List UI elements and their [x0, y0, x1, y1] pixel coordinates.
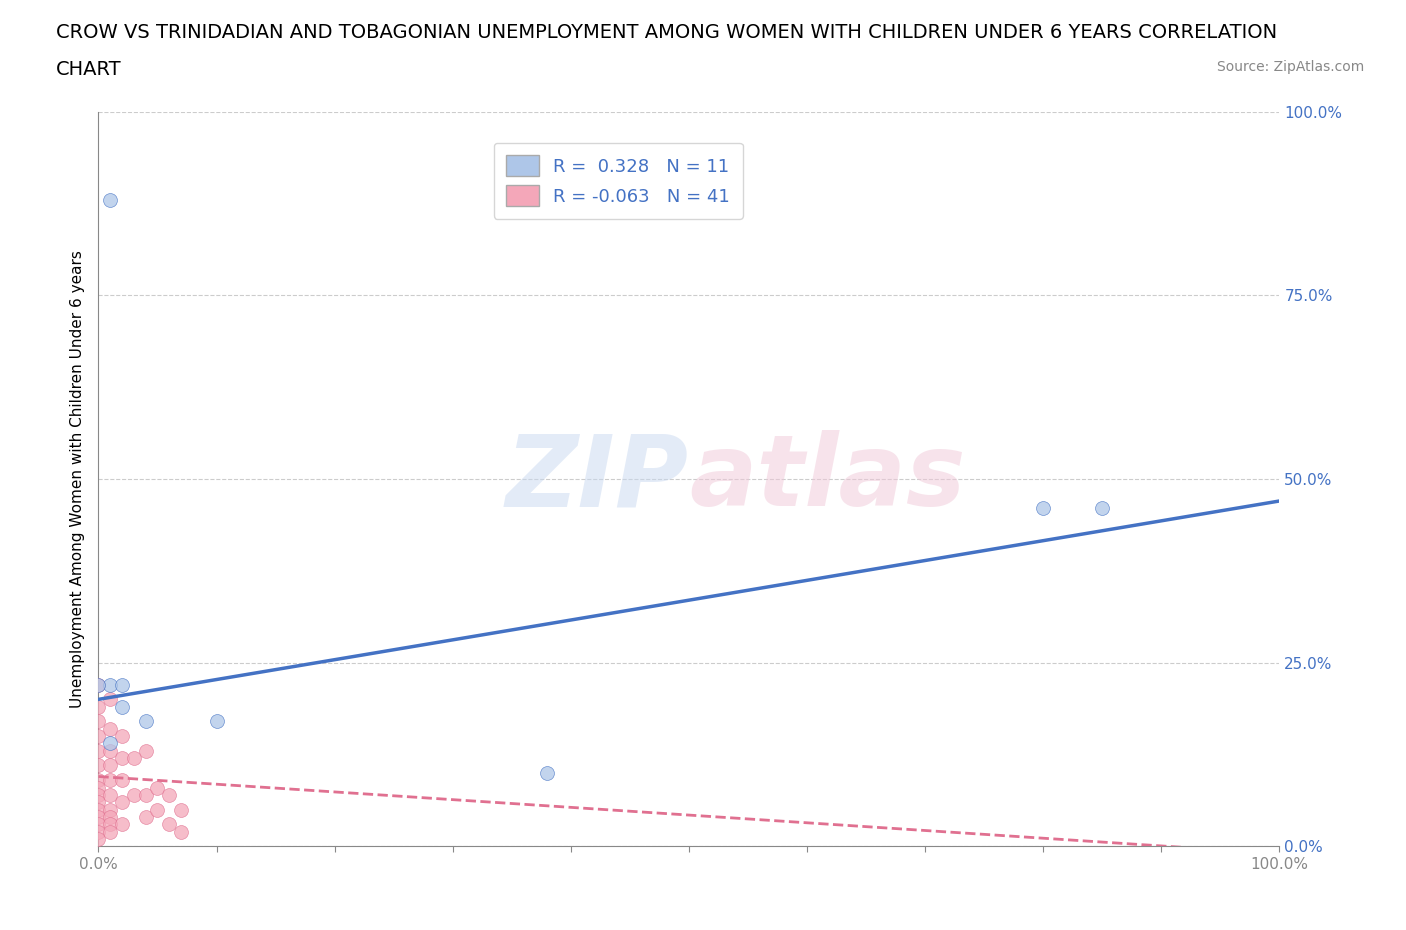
Point	[87, 714, 110, 729]
Point	[87, 699, 110, 714]
Point	[98, 677, 121, 692]
Y-axis label: Unemployment Among Women with Children Under 6 years: Unemployment Among Women with Children U…	[69, 250, 84, 708]
Point	[98, 809, 121, 824]
Point	[98, 758, 121, 773]
Point	[98, 802, 121, 817]
Point	[87, 809, 110, 824]
Point	[87, 743, 110, 758]
Point	[157, 788, 180, 803]
Text: Source: ZipAtlas.com: Source: ZipAtlas.com	[1216, 60, 1364, 74]
Point	[122, 751, 145, 765]
Point	[87, 824, 110, 839]
Point	[98, 824, 121, 839]
Point	[111, 699, 134, 714]
Point	[122, 788, 145, 803]
Point	[111, 729, 134, 744]
Point	[98, 722, 121, 737]
Text: CROW VS TRINIDADIAN AND TOBAGONIAN UNEMPLOYMENT AMONG WOMEN WITH CHILDREN UNDER : CROW VS TRINIDADIAN AND TOBAGONIAN UNEMP…	[56, 23, 1278, 42]
Point	[135, 809, 157, 824]
Point	[87, 677, 110, 692]
Point	[111, 773, 134, 788]
Point	[111, 751, 134, 765]
Text: atlas: atlas	[689, 431, 966, 527]
Point	[111, 795, 134, 810]
Point	[205, 714, 228, 729]
Point	[135, 788, 157, 803]
Point	[135, 714, 157, 729]
Point	[87, 773, 110, 788]
Point	[111, 817, 134, 831]
Point	[146, 802, 169, 817]
Point	[98, 193, 121, 207]
Point	[146, 780, 169, 795]
Point	[87, 817, 110, 831]
Text: ZIP: ZIP	[506, 431, 689, 527]
Point	[87, 788, 110, 803]
Point	[98, 773, 121, 788]
Text: CHART: CHART	[56, 60, 122, 79]
Point	[135, 743, 157, 758]
Point	[98, 692, 121, 707]
Point	[98, 788, 121, 803]
Point	[111, 677, 134, 692]
Point	[87, 831, 110, 846]
Point	[87, 780, 110, 795]
Point	[87, 758, 110, 773]
Point	[87, 795, 110, 810]
Point	[98, 736, 121, 751]
Legend: R =  0.328   N = 11, R = -0.063   N = 41: R = 0.328 N = 11, R = -0.063 N = 41	[494, 142, 742, 219]
Point	[157, 817, 180, 831]
Point	[1091, 501, 1114, 516]
Point	[87, 677, 110, 692]
Point	[98, 817, 121, 831]
Point	[1032, 501, 1054, 516]
Point	[87, 802, 110, 817]
Point	[87, 729, 110, 744]
Point	[98, 743, 121, 758]
Point	[170, 802, 193, 817]
Point	[536, 765, 558, 780]
Point	[170, 824, 193, 839]
